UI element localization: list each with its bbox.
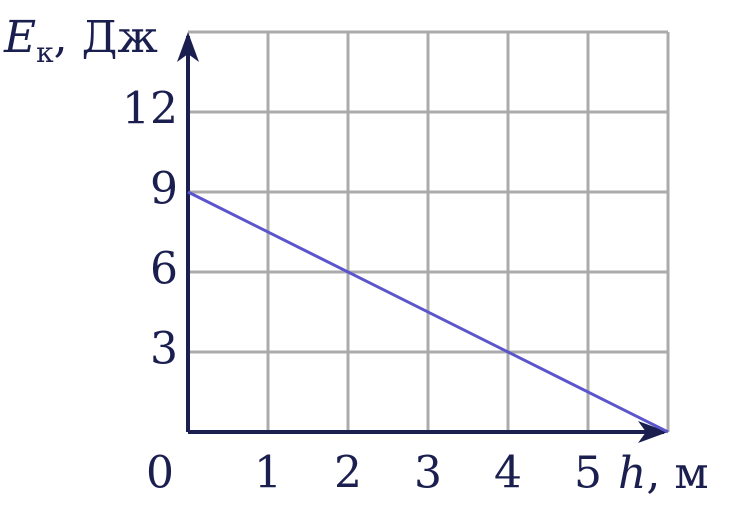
x-tick-label: 4 [494,448,522,499]
data-line [187,190,669,434]
y-axis-label: Eк, Дж [3,12,158,69]
x-tick-label: 2 [334,448,362,499]
x-tick-label: 0 [146,448,174,499]
y-axis-arrow [177,32,199,62]
y-subscript: к [36,36,54,69]
x-tick-label: 1 [254,448,282,499]
y-symbol: E [3,12,36,63]
y-unit: , Дж [54,12,158,63]
y-tick-label: 6 [150,244,178,295]
y-tick-label: 12 [122,84,178,135]
x-axis-label: h, м [618,448,709,499]
x-axis-arrow [638,421,668,443]
x-symbol: h [618,448,646,499]
y-tick-label: 9 [150,164,178,215]
x-unit: , м [646,448,708,499]
x-tick-label: 5 [574,448,602,499]
y-tick-label: 3 [150,324,178,375]
x-tick-label: 3 [414,448,442,499]
